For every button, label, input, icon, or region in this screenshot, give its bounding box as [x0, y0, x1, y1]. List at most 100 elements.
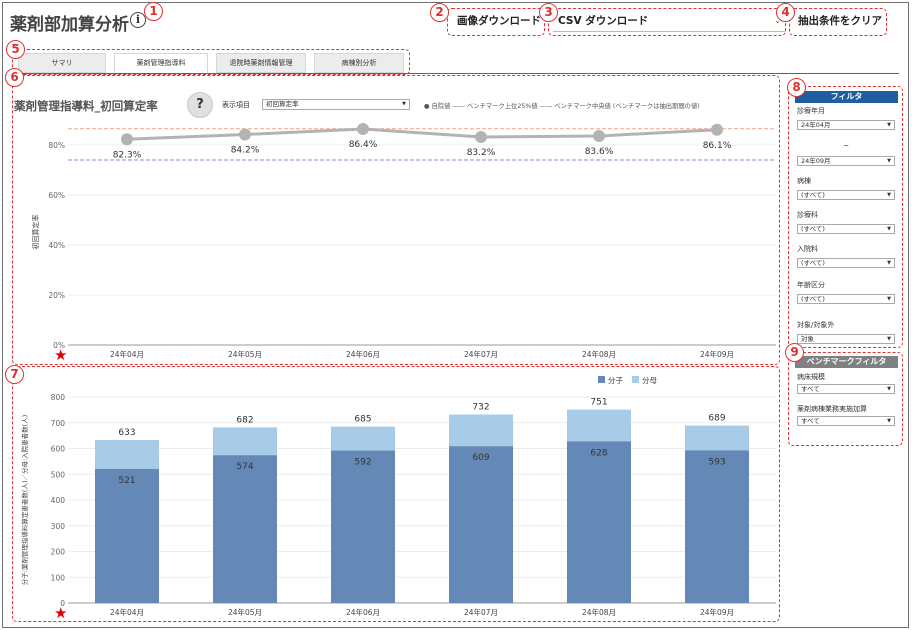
tab-pharm-guidance[interactable]: 薬剤管理指導料 — [114, 53, 208, 73]
y-tick-label: 800 — [51, 393, 66, 402]
data-point — [357, 123, 369, 135]
filter-select[interactable]: 24年04月 ▼ — [797, 120, 895, 130]
x-tick-label: 24年09月 — [700, 349, 734, 359]
annotation-number: 2 — [430, 3, 449, 22]
denominator-bar — [567, 409, 631, 442]
annotation-box — [788, 352, 903, 446]
filter-select[interactable]: (すべて) ▼ — [797, 294, 895, 304]
tab-ward-analysis[interactable]: 病棟別分析 — [314, 53, 404, 73]
clear-filters-button[interactable]: 抽出条件をクリア — [798, 15, 882, 27]
benchmark-filter-header: ベンチマークフィルタ — [795, 356, 898, 368]
data-label: 82.3% — [113, 150, 142, 160]
data-label: 84.2% — [231, 146, 260, 156]
display-item-select[interactable]: 初回算定率 ▼ — [262, 99, 410, 110]
star-icon: ★ — [54, 346, 68, 364]
filter-select-value: 24年04月 — [801, 121, 831, 129]
chevron-down-icon: ▼ — [887, 192, 891, 198]
numerator-bar — [567, 441, 631, 603]
y-tick-label: 60% — [48, 191, 65, 200]
data-point — [121, 133, 133, 146]
annotation-number: 3 — [539, 3, 558, 22]
denominator-label: 689 — [708, 414, 725, 424]
csv-download-select[interactable]: CSV ダウンロード ⌄ — [553, 10, 785, 32]
chevron-down-icon: ▼ — [887, 158, 891, 164]
x-tick-label: 24年07月 — [464, 607, 498, 617]
chevron-down-icon: ▼ — [887, 296, 891, 302]
denominator-label: 732 — [472, 403, 489, 413]
benchmark-filter-select[interactable]: すべて ▼ — [797, 416, 895, 426]
y-tick-label: 200 — [51, 548, 66, 557]
chevron-down-icon: ▼ — [887, 418, 891, 424]
annotation-box — [789, 8, 887, 36]
annotation-number: 5 — [6, 40, 25, 59]
x-tick-label: 24年04月 — [110, 607, 144, 617]
y-axis-title: 初回算定率 — [31, 215, 40, 250]
denominator-label: 751 — [590, 398, 607, 408]
annotation-number: 1 — [144, 2, 163, 21]
filter-label: 病棟 — [797, 177, 811, 185]
filter-select-value: 24年09月 — [801, 157, 831, 165]
data-point — [239, 128, 251, 141]
filter-header: フィルタ — [795, 91, 898, 103]
filter-label: 入院料 — [797, 245, 818, 253]
benchmark-filter-value: すべて — [801, 385, 820, 393]
image-download-button[interactable]: 画像ダウンロード — [457, 15, 541, 27]
x-tick-label: 24年04月 — [110, 349, 144, 359]
chevron-down-icon: ▼ — [887, 260, 891, 266]
annotation-box — [12, 75, 780, 365]
chevron-down-icon: ▼ — [887, 386, 891, 392]
benchmark-filter-value: すべて — [801, 417, 820, 425]
filter-select-value: (すべて) — [801, 191, 825, 199]
x-tick-label: 24年05月 — [228, 349, 262, 359]
filter-label: 対象/対象外 — [797, 321, 835, 329]
y-tick-label: 20% — [48, 291, 65, 300]
data-point — [593, 130, 605, 142]
filter-select-value: (すべて) — [801, 259, 825, 267]
y-tick-label: 500 — [51, 470, 66, 479]
display-item-value: 初回算定率 — [266, 100, 299, 108]
chevron-down-icon: ▼ — [402, 101, 406, 107]
benchmark-filter-label: 病床規模 — [797, 373, 825, 381]
numerator-bar — [331, 450, 395, 603]
numerator-label: 593 — [708, 457, 725, 467]
y-tick-label: 400 — [51, 496, 66, 505]
chevron-down-icon: ▼ — [887, 122, 891, 128]
y-axis-title: 分子:薬剤管理指導料算定患者数(人)／分母:入院患者数(人) — [20, 415, 29, 586]
help-icon[interactable]: ? — [187, 92, 213, 118]
numerator-bar — [95, 468, 159, 603]
page-title: 薬剤部加算分析 — [10, 15, 129, 35]
denominator-label: 633 — [118, 428, 135, 438]
filter-label: 診療科 — [797, 211, 818, 219]
filter-select[interactable]: (すべて) ▼ — [797, 224, 895, 234]
annotation-box — [548, 8, 786, 36]
filter-select[interactable]: (すべて) ▼ — [797, 258, 895, 268]
filter-select[interactable]: (すべて) ▼ — [797, 190, 895, 200]
y-tick-label: 0 — [60, 599, 65, 608]
annotation-number: 8 — [787, 78, 806, 97]
filter-select[interactable]: 24年09月 ▼ — [797, 156, 895, 166]
denominator-bar — [213, 427, 277, 456]
display-item-label: 表示項目 — [222, 101, 250, 109]
y-tick-label: 700 — [51, 419, 66, 428]
line-chart-legend: ● 自院値 —— ベンチマーク上位25%値 —— ベンチマーク中央値 (ベンチマ… — [424, 103, 700, 110]
series-line — [126, 127, 718, 141]
tab-summary[interactable]: サマリ — [18, 53, 106, 73]
y-tick-label: 80% — [48, 141, 65, 150]
denominator-bar — [331, 426, 395, 451]
annotation-box — [447, 8, 545, 36]
x-tick-label: 24年06月 — [346, 607, 380, 617]
benchmark-filter-select[interactable]: すべて ▼ — [797, 384, 895, 394]
tab-underline — [14, 73, 899, 74]
info-icon[interactable]: i — [130, 12, 146, 28]
numerator-bar — [213, 455, 277, 603]
y-tick-label: 100 — [51, 573, 66, 582]
x-tick-label: 24年09月 — [700, 607, 734, 617]
tab-discharge-info[interactable]: 退院時薬剤情報管理 — [216, 53, 306, 73]
filter-select[interactable]: 対象 ▼ — [797, 334, 895, 344]
numerator-label: 592 — [354, 458, 371, 468]
line-chart-title: 薬剤管理指導料_初回算定率 — [14, 99, 158, 113]
y-tick-label: 0% — [53, 341, 65, 350]
numerator-label: 628 — [590, 448, 607, 458]
numerator-bar — [449, 446, 513, 603]
